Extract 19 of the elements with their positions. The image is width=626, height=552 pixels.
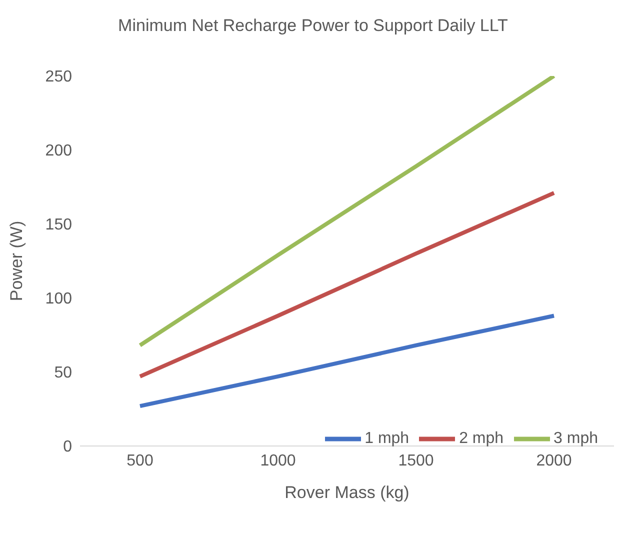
legend-label: 2 mph: [459, 430, 504, 448]
y-tick-label: 200: [45, 142, 72, 160]
y-tick-label: 150: [45, 216, 72, 234]
x-tick-label: 500: [126, 452, 154, 470]
legend-label: 3 mph: [554, 430, 598, 448]
x-tick-label: 1500: [398, 452, 434, 470]
y-tick-label: 250: [45, 68, 72, 86]
y-tick-label: 100: [45, 290, 72, 308]
line-series: [138, 190, 556, 378]
y-tick-label: 0: [63, 438, 72, 456]
line-series: [138, 76, 556, 348]
y-tick-label: 50: [54, 364, 72, 382]
chart-title: Minimum Net Recharge Power to Support Daily LLT: [117, 15, 509, 37]
legend-label: 1 mph: [364, 430, 410, 448]
x-tick-label: 1000: [260, 452, 296, 470]
x-tick-label: 2000: [536, 452, 572, 470]
x-axis-title: Rover Mass (kg): [284, 483, 410, 502]
line-series: [138, 314, 556, 408]
y-axis-title: Power (W): [7, 220, 26, 302]
